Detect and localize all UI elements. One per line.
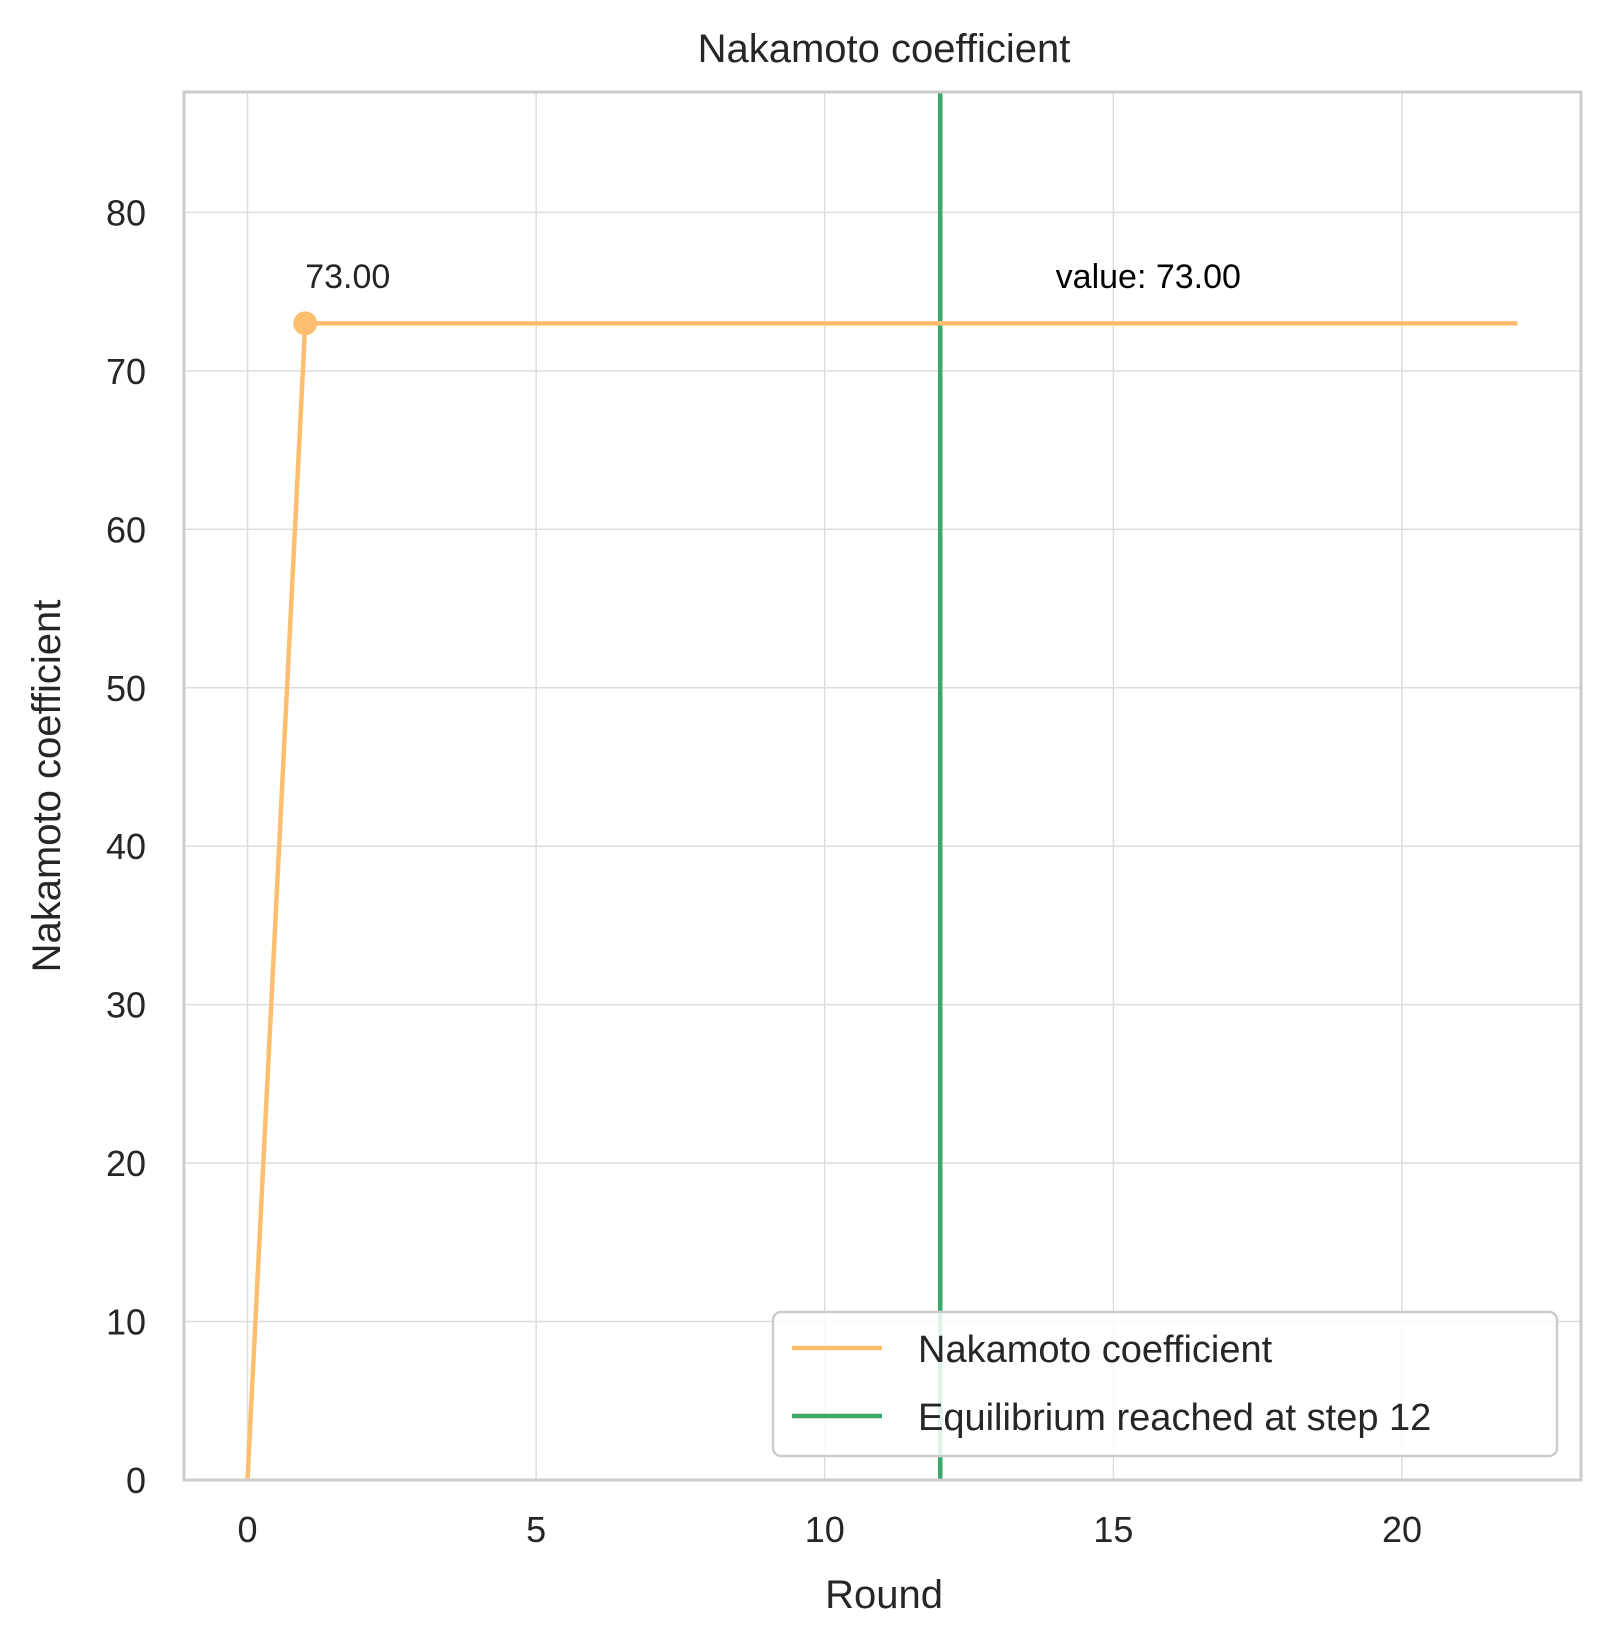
y-tick-label: 60	[106, 509, 146, 550]
annotation-label: 73.00	[305, 258, 390, 296]
x-tick-label: 15	[1093, 1509, 1133, 1550]
annotations: 73.00 value: 73.00	[305, 258, 1241, 296]
legend-label-equilibrium: Equilibrium reached at step 12	[918, 1397, 1431, 1439]
tick-labels: 0 5 10 15 20 0 10 20 30 40 50 60 70 80	[106, 192, 1422, 1550]
x-tick-label: 10	[805, 1509, 845, 1550]
y-tick-label: 20	[106, 1143, 146, 1184]
y-tick-label: 50	[106, 668, 146, 709]
legend-box	[771, 1310, 1559, 1458]
y-tick-label: 40	[106, 826, 146, 867]
x-tick-label: 0	[237, 1509, 257, 1550]
x-tick-label: 20	[1382, 1509, 1422, 1550]
x-axis-title: Round	[825, 1573, 943, 1617]
y-tick-label: 10	[106, 1302, 146, 1343]
plot-area	[245, 92, 1518, 1481]
axes-frame	[182, 90, 1583, 1482]
series-line	[245, 321, 1518, 1481]
y-tick-label: 70	[106, 351, 146, 392]
chart-title: Nakamoto coefficient	[698, 27, 1071, 71]
legend: Nakamoto coefficient Equilibrium reached…	[771, 1310, 1559, 1458]
y-axis-title: Nakamoto coefficient	[25, 600, 69, 973]
legend-label-nakamoto: Nakamoto coefficient	[918, 1329, 1273, 1371]
y-tick-label: 0	[126, 1460, 146, 1501]
y-tick-label: 30	[106, 985, 146, 1026]
axes-border	[182, 90, 1583, 1482]
y-tick-label: 80	[106, 192, 146, 233]
data-point-marker	[293, 311, 318, 336]
x-tick-label: 5	[526, 1509, 546, 1550]
annotation-label: value: 73.00	[1056, 258, 1241, 296]
